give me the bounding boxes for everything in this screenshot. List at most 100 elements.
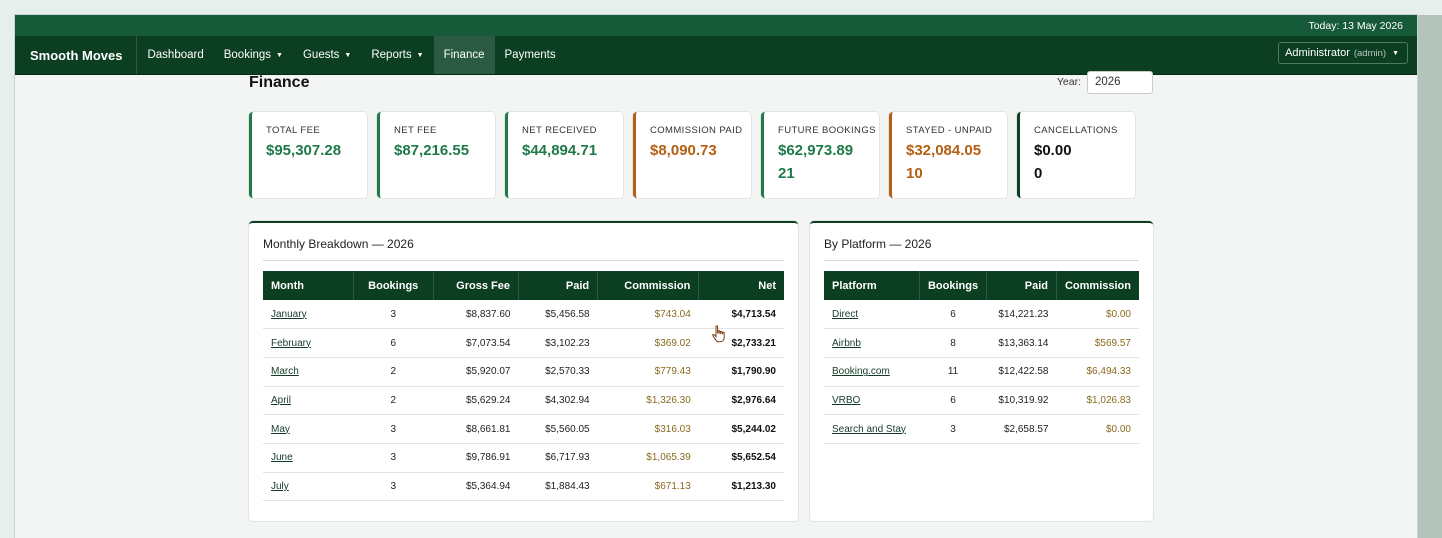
card-label: Net Received [522,125,597,136]
month-link[interactable]: July [271,480,289,492]
panels: Monthly Breakdown — 2026 Month Bookings … [249,221,1153,521]
table-row: May 3 $8,661.81 $5,560.05 $316.03 $5,244.02 [263,414,784,444]
table-row: Booking.com 11 $12,422.58 $6,494.33 [824,357,1139,387]
user-name: Administrator [1285,47,1350,59]
platform-link[interactable]: VRBO [832,394,861,406]
card-value: $87,216.55 [394,142,470,159]
month-cell: June [263,443,354,473]
year-input[interactable]: 2026 [1087,70,1153,94]
card-count: 21 [778,165,795,182]
page-header: Finance Year: 2026 [249,60,1153,104]
commission-cell: $671.13 [597,472,699,502]
nav-finance[interactable]: Finance [433,36,495,74]
today-bar: Today: 13 May 2026 [15,15,1417,36]
col-commission[interactable]: Commission [597,271,700,300]
paid-cell: $1,884.43 [518,472,598,502]
table-row: Airbnb 8 $13,363.14 $569.57 [824,328,1139,358]
col-gross-fee[interactable]: Gross Fee [433,271,519,300]
col-platform[interactable]: Platform [824,271,920,300]
commission-cell: $1,026.83 [1056,386,1139,416]
user-menu-button[interactable]: Administrator (admin) ▼ [1278,42,1408,64]
card-value: $0.00 [1034,142,1072,159]
month-link[interactable]: June [271,452,293,464]
nav-reports[interactable]: Reports ▼ [361,36,433,74]
nav-bookings-label: Bookings [223,49,272,61]
col-commission[interactable]: Commission [1056,271,1139,300]
card-value: $44,894.71 [522,142,598,159]
platform-link[interactable]: Airbnb [832,337,861,349]
nav-guests[interactable]: Guests ▼ [293,36,361,74]
net-cell: $1,213.30 [698,472,784,502]
commission-cell: $316.03 [597,414,699,444]
card-value: $8,090.73 [650,142,717,159]
table-row: Direct 6 $14,221.23 $0.00 [824,300,1139,330]
card-stayed-unpaid: Stayed - Unpaid $32,084.05 10 [889,112,1007,198]
commission-cell: $1,326.30 [597,386,699,416]
caret-down-icon: ▼ [344,51,352,59]
col-month[interactable]: Month [263,271,354,300]
nav-payments[interactable]: Payments [495,36,566,74]
nav-dashboard[interactable]: Dashboard [137,36,213,74]
paid-cell: $5,560.05 [518,414,598,444]
platform-link[interactable]: Direct [832,308,859,320]
commission-cell: $779.43 [597,357,699,387]
bookings-cell: 6 [919,300,987,330]
hand-cursor-icon [712,325,725,343]
table-row: VRBO 6 $10,319.92 $1,026.83 [824,386,1139,416]
nav-dashboard-label: Dashboard [147,49,204,61]
year-filter: Year: 2026 [1057,70,1153,94]
month-link[interactable]: April [271,394,292,406]
table-row: July 3 $5,364.94 $1,884.43 $671.13 $1,213.30 [263,472,784,502]
gross-fee-cell: $9,786.91 [433,443,519,473]
bookings-cell: 8 [919,328,987,358]
platform-link[interactable]: Booking.com [832,366,890,378]
brand-logo[interactable]: Smooth Moves [15,36,138,74]
card-total-fee: Total Fee $95,307.28 [249,112,367,198]
caret-down-icon: ▼ [1392,49,1399,57]
month-link[interactable]: February [271,337,312,349]
table-row: April 2 $5,629.24 $4,302.94 $1,326.30 $2,976.… [263,386,784,416]
platform-cell: Booking.com [824,357,920,387]
net-cell: $5,652.54 [698,443,784,473]
month-cell: January [263,300,354,330]
main-content: Finance Year: 2026 Total Fee $95,307.28 … [249,60,1153,521]
net-cell: $2,733.21 [698,328,784,358]
col-bookings[interactable]: Bookings [919,271,988,300]
table-row: March 2 $5,920.07 $2,570.33 $779.43 $1,790.90 [263,357,784,387]
page-title: Finance [249,74,310,91]
commission-cell: $369.02 [597,328,699,358]
platform-panel: By Platform — 2026 Platform Bookings Pai… [810,221,1153,521]
nav-guests-label: Guests [302,49,340,61]
commission-cell: $0.00 [1056,414,1139,444]
net-cell: $4,713.54 [698,300,784,330]
bookings-cell: 3 [353,414,434,444]
net-cell: $2,976.64 [698,386,784,416]
gross-fee-cell: $5,920.07 [433,357,519,387]
bookings-cell: 6 [919,386,987,416]
nav-bookings[interactable]: Bookings ▼ [214,36,293,74]
col-net[interactable]: Net [698,271,784,300]
col-bookings[interactable]: Bookings [353,271,434,300]
month-link[interactable]: May [271,423,290,435]
paid-cell: $14,221.23 [986,300,1057,330]
paid-cell: $2,658.57 [986,414,1057,444]
gross-fee-cell: $7,073.54 [433,328,519,358]
card-net-received: Net Received $44,894.71 [505,112,623,198]
navbar: Smooth Moves Dashboard Bookings ▼ Guests… [15,36,1417,75]
col-paid[interactable]: Paid [986,271,1057,300]
month-link[interactable]: March [271,366,299,378]
card-label: Total Fee [266,125,321,136]
card-count: 10 [906,165,923,182]
paid-cell: $6,717.93 [518,443,598,473]
nav-payments-label: Payments [504,49,556,61]
monthly-title: Monthly Breakdown — 2026 [263,237,784,261]
col-paid[interactable]: Paid [518,271,599,300]
bookings-cell: 2 [353,357,434,387]
platform-title: By Platform — 2026 [824,237,1139,261]
month-cell: February [263,328,354,358]
card-count: 0 [1034,165,1043,182]
commission-cell: $6,494.33 [1056,357,1139,387]
card-future-bookings: Future Bookings $62,973.89 21 [761,112,879,198]
platform-link[interactable]: Search and Stay [832,423,906,435]
month-link[interactable]: January [271,308,307,320]
